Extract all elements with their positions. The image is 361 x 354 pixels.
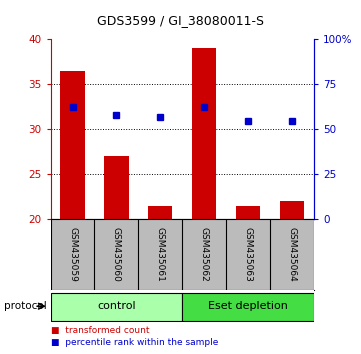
Text: Eset depletion: Eset depletion: [208, 301, 288, 310]
Bar: [192, 48, 216, 219]
Bar: [236, 206, 260, 219]
Bar: [51, 292, 182, 321]
Text: control: control: [97, 301, 136, 310]
Bar: [182, 292, 314, 321]
Bar: [60, 70, 84, 219]
Text: GSM435062: GSM435062: [200, 227, 209, 281]
Text: GDS3599 / GI_38080011-S: GDS3599 / GI_38080011-S: [97, 14, 264, 27]
Text: GSM435064: GSM435064: [288, 227, 297, 281]
Text: GSM435061: GSM435061: [156, 227, 165, 281]
Text: protocol: protocol: [4, 301, 46, 310]
Text: ■  transformed count: ■ transformed count: [51, 326, 149, 336]
Text: GSM435059: GSM435059: [68, 227, 77, 281]
Bar: [280, 201, 304, 219]
Text: ■  percentile rank within the sample: ■ percentile rank within the sample: [51, 338, 218, 347]
Bar: [148, 206, 173, 219]
Text: GSM435063: GSM435063: [244, 227, 253, 281]
Text: GSM435060: GSM435060: [112, 227, 121, 281]
Bar: [104, 156, 129, 219]
